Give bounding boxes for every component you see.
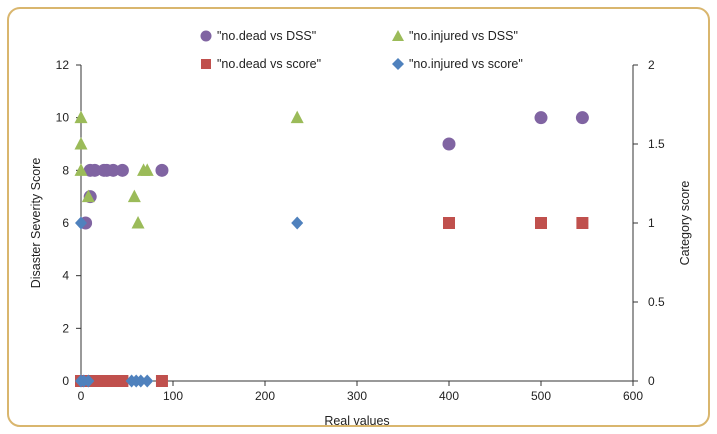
x-ticks: 0 100 200 300 400 500 600 — [78, 381, 643, 403]
legend-label-injured-score: "no.injured vs score" — [409, 57, 523, 71]
y-tick-label: 10 — [56, 111, 70, 125]
point-triangle — [74, 163, 88, 176]
point-diamond — [82, 374, 95, 388]
y2-axis-title: Category score — [678, 181, 692, 266]
point-square — [116, 375, 129, 387]
point-circle — [115, 163, 129, 177]
point-triangle — [74, 110, 88, 124]
y2-tick-label: 1.5 — [648, 137, 665, 151]
point-triangle — [127, 189, 141, 203]
point-circle — [534, 111, 548, 125]
y2-tick-label: 0.5 — [648, 295, 665, 309]
x-tick-label: 300 — [347, 389, 367, 403]
y-axis-title: Disaster Severity Score — [29, 158, 43, 289]
y-tick-label: 4 — [62, 269, 69, 283]
point-diamond — [291, 216, 304, 230]
chart-frame — [7, 7, 710, 427]
y2-tick-label: 1 — [648, 216, 655, 230]
y-tick-label: 6 — [62, 216, 69, 230]
y2-ticks: 0 0.5 1 1.5 2 — [633, 58, 665, 388]
x-tick-label: 0 — [78, 389, 85, 403]
point-triangle — [74, 137, 88, 150]
point-square — [535, 217, 547, 229]
legend-item-injured-score: "no.injured vs score" — [392, 57, 523, 71]
point-circle — [575, 111, 589, 125]
y2-tick-label: 2 — [648, 58, 655, 72]
legend-item-dead-score: "no.dead vs score" — [201, 57, 321, 71]
legend-item-dead-dss: "no.dead vs DSS" — [200, 29, 316, 43]
point-diamond — [75, 216, 87, 230]
x-tick-label: 100 — [163, 389, 183, 403]
point-square — [155, 375, 168, 387]
legend-marker-triangle — [392, 30, 404, 41]
legend-marker-circle — [200, 30, 212, 42]
y-ticks: 0 2 4 6 8 10 12 — [56, 58, 81, 388]
y-tick-label: 2 — [62, 321, 69, 335]
legend-label-injured-dss: "no.injured vs DSS" — [409, 29, 518, 43]
point-triangle — [290, 110, 304, 124]
point-diamond — [141, 374, 154, 388]
y-tick-label: 8 — [62, 163, 69, 177]
point-triangle — [81, 189, 95, 203]
legend-marker-square — [201, 59, 211, 69]
point-circle — [155, 163, 169, 177]
x-tick-label: 200 — [255, 389, 275, 403]
legend-item-injured-dss: "no.injured vs DSS" — [392, 29, 518, 43]
point-triangle — [140, 163, 154, 176]
point-circle — [88, 163, 102, 177]
legend-label-dead-dss: "no.dead vs DSS" — [217, 29, 316, 43]
legend: "no.dead vs DSS" "no.injured vs DSS" "no… — [200, 29, 523, 71]
y-tick-label: 12 — [56, 58, 70, 72]
point-square — [443, 217, 455, 229]
point-square — [576, 217, 589, 229]
point-triangle — [131, 216, 145, 229]
y2-tick-label: 0 — [648, 374, 655, 388]
x-tick-label: 400 — [439, 389, 459, 403]
point-diamond — [134, 374, 147, 388]
legend-label-dead-score: "no.dead vs score" — [217, 57, 321, 71]
y-tick-label: 0 — [62, 374, 69, 388]
data-marks — [74, 110, 589, 388]
point-circle — [106, 163, 120, 177]
legend-marker-diamond — [392, 58, 404, 70]
point-circle — [442, 137, 456, 151]
x-tick-label: 600 — [623, 389, 643, 403]
x-tick-label: 500 — [531, 389, 551, 403]
x-axis-title: Real values — [324, 414, 389, 428]
